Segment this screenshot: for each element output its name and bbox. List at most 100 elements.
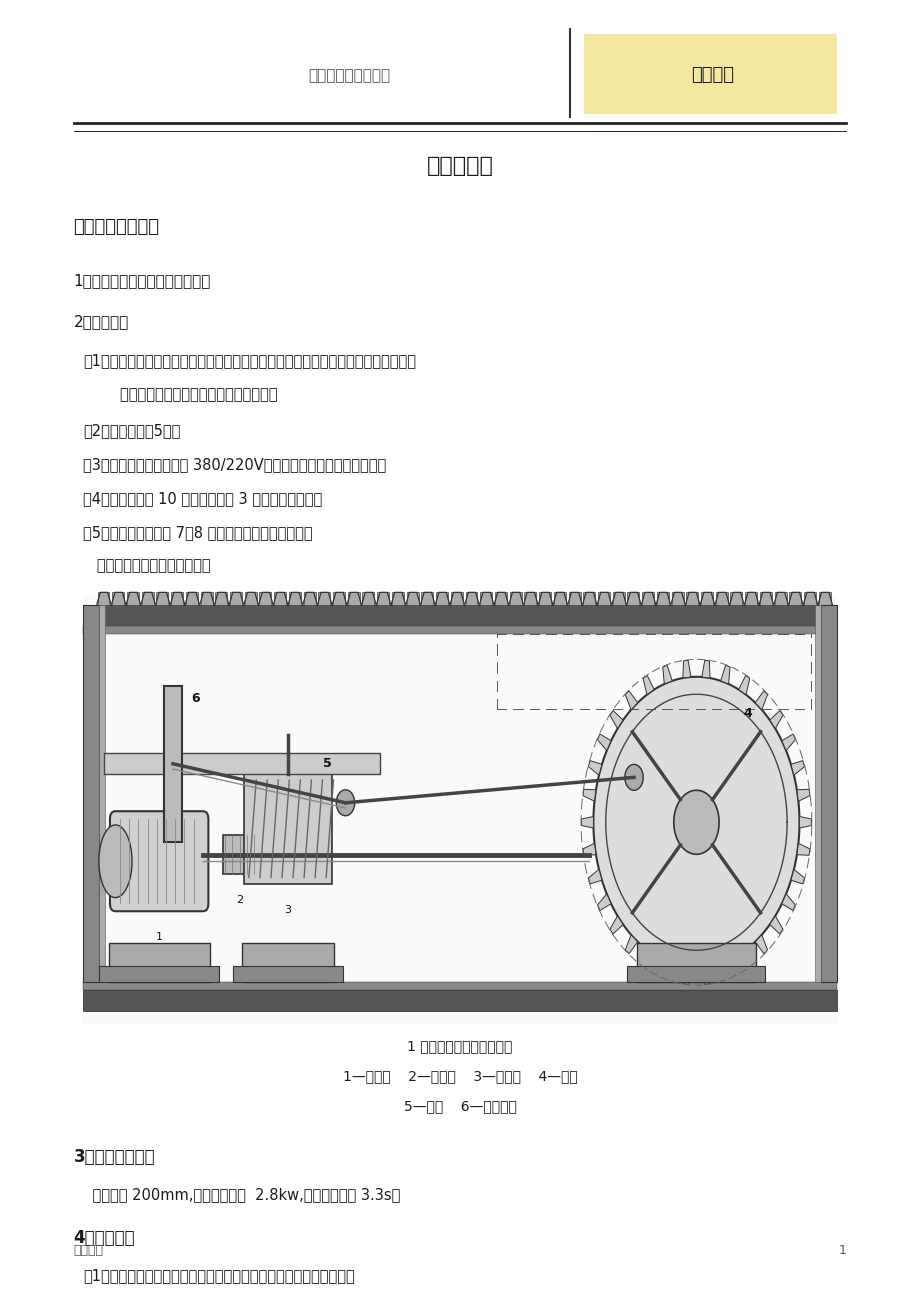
Text: （1）装料机用于向加热炉内送料，由电动机驱动，室内工作，通过传动装置使装料机: （1）装料机用于向加热炉内送料，由电动机驱动，室内工作，通过传动装置使装料机 [83, 353, 415, 369]
Polygon shape [799, 817, 811, 827]
Bar [480, 592, 492, 605]
Text: 加热炉装料机设计参考图如图: 加热炉装料机设计参考图如图 [83, 559, 210, 574]
Bar [686, 592, 698, 605]
Polygon shape [609, 711, 622, 729]
Bar [127, 592, 139, 605]
Text: （1）完成加热炉装料机总体方案设计和论证，绘制总体原理方案图。: （1）完成加热炉装料机总体方案设计和论证，绘制总体原理方案图。 [83, 1268, 354, 1283]
Polygon shape [642, 950, 653, 969]
Polygon shape [662, 665, 672, 685]
Polygon shape [588, 761, 601, 776]
Bar [612, 592, 624, 605]
Text: 2、设计要求: 2、设计要求 [74, 314, 129, 330]
Bar [142, 592, 153, 605]
Text: 详细规范: 详细规范 [74, 1244, 104, 1257]
Bar [83, 605, 99, 982]
Polygon shape [754, 935, 766, 953]
Polygon shape [781, 894, 795, 911]
Bar [636, 943, 755, 982]
Bar [186, 592, 198, 605]
Polygon shape [99, 825, 132, 898]
Bar [230, 592, 242, 605]
Bar [406, 592, 418, 605]
Bar [627, 592, 639, 605]
Bar [553, 592, 565, 605]
Polygon shape [588, 869, 601, 883]
Polygon shape [738, 950, 749, 969]
Bar [171, 592, 183, 605]
Text: 6: 6 [191, 692, 200, 705]
Polygon shape [769, 916, 782, 934]
Polygon shape [796, 843, 809, 855]
Polygon shape [642, 675, 653, 695]
FancyBboxPatch shape [584, 34, 836, 114]
Text: 设计说明书: 设计说明书 [426, 156, 493, 177]
Bar [347, 592, 359, 605]
Polygon shape [790, 869, 803, 883]
Bar [318, 592, 330, 605]
Text: 1 加热炉装料机设计参考图: 1 加热炉装料机设计参考图 [407, 1039, 512, 1053]
Text: 4: 4 [743, 707, 752, 720]
Bar [627, 966, 765, 982]
Bar [289, 592, 301, 605]
Polygon shape [682, 660, 690, 678]
Polygon shape [701, 966, 709, 985]
Polygon shape [769, 711, 782, 729]
Polygon shape [609, 916, 622, 934]
Bar [597, 592, 609, 605]
Polygon shape [583, 843, 596, 855]
Bar [83, 990, 836, 1011]
Text: 4、设计任务: 4、设计任务 [74, 1229, 135, 1247]
Text: 5: 5 [323, 757, 331, 770]
Polygon shape [682, 966, 690, 985]
Polygon shape [625, 691, 637, 709]
Bar [641, 592, 653, 605]
Bar [83, 595, 836, 1024]
FancyBboxPatch shape [110, 812, 208, 912]
Bar [568, 592, 580, 605]
Polygon shape [662, 960, 672, 979]
Bar [744, 592, 756, 605]
Bar [112, 592, 124, 605]
Bar [99, 966, 219, 982]
Bar [303, 592, 315, 605]
Text: 3、原始技术数据: 3、原始技术数据 [74, 1148, 155, 1167]
Circle shape [624, 764, 642, 790]
Bar [108, 943, 210, 982]
Bar [803, 592, 815, 605]
Text: 页眉页脚可一键删除: 页眉页脚可一键删除 [308, 68, 391, 83]
Bar [200, 592, 212, 605]
Text: 3: 3 [284, 905, 291, 914]
Bar [814, 605, 820, 982]
Text: （4）使用期限为 10 年，大修期为 3 年，双班制工作。: （4）使用期限为 10 年，大修期为 3 年，双班制工作。 [83, 491, 322, 507]
Polygon shape [673, 790, 719, 855]
Polygon shape [754, 691, 766, 709]
Text: 1: 1 [155, 933, 163, 942]
Bar [242, 943, 334, 982]
Bar [156, 592, 168, 605]
Text: 推杆行程 200mm,所需电机功率  2.8kw,推杆工作周期 3.3s。: 推杆行程 200mm,所需电机功率 2.8kw,推杆工作周期 3.3s。 [74, 1187, 400, 1203]
Bar [244, 774, 332, 885]
Polygon shape [738, 675, 749, 695]
Text: 仅供借鉴: 仅供借鉴 [691, 66, 733, 84]
Bar [97, 592, 109, 605]
Text: 2: 2 [236, 895, 243, 905]
Bar [164, 686, 182, 842]
Bar [465, 592, 477, 605]
Circle shape [336, 790, 355, 816]
Bar [83, 982, 836, 990]
Bar [99, 605, 105, 982]
Bar [244, 592, 256, 605]
Bar [274, 592, 286, 605]
Bar [104, 753, 380, 774]
Polygon shape [781, 734, 795, 751]
Bar [215, 592, 227, 605]
Text: 推杆作往复移动，将物料送入加热炉内。: 推杆作往复移动，将物料送入加热炉内。 [83, 387, 277, 403]
Bar [583, 592, 595, 605]
Bar [333, 592, 345, 605]
Polygon shape [701, 660, 709, 678]
Text: 1、设计题目：加热炉装料机设计: 1、设计题目：加热炉装料机设计 [74, 273, 210, 288]
Bar [83, 626, 836, 634]
Bar [494, 592, 506, 605]
Bar [539, 592, 550, 605]
Bar [259, 592, 271, 605]
